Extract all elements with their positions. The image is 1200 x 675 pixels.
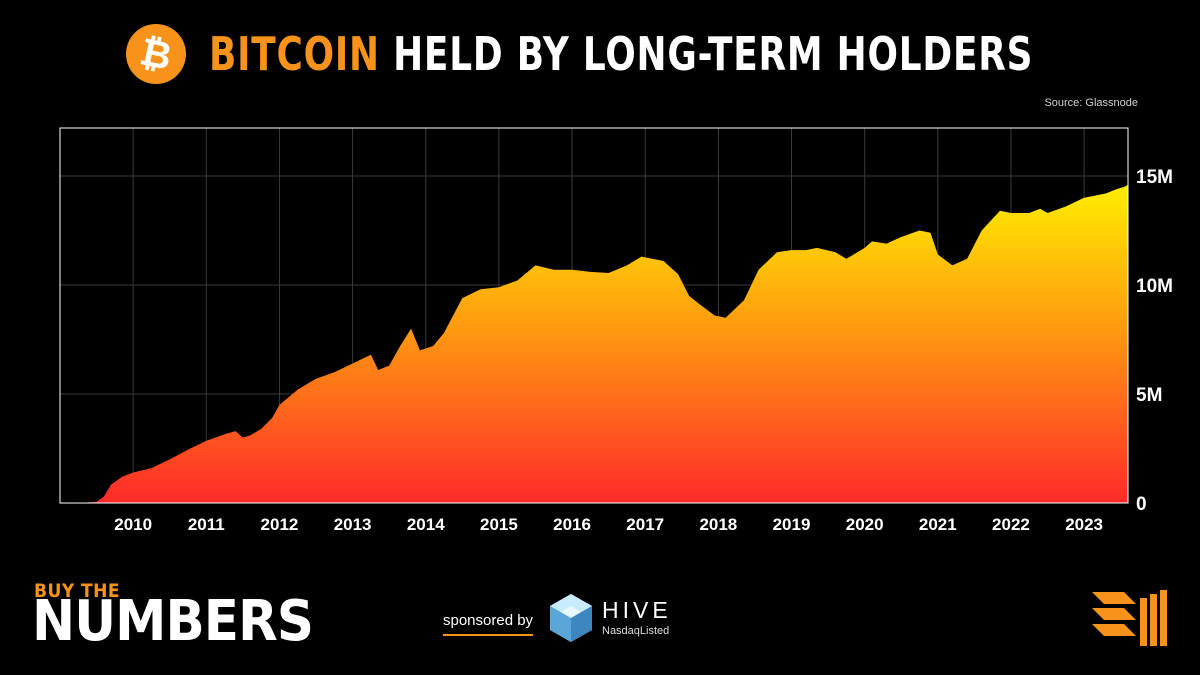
brand-small-text: BUY THE <box>34 580 121 602</box>
y-tick-label: 0 <box>1136 494 1147 515</box>
y-tick-label: 5M <box>1136 385 1162 406</box>
x-tick-label: 2020 <box>846 515 884 534</box>
y-axis-ticks: 0 5M 10M 15M <box>1136 167 1173 515</box>
x-tick-label: 2014 <box>407 515 445 534</box>
x-tick-label: 2023 <box>1065 515 1103 534</box>
sponsored-by-text: sponsored by <box>443 612 534 629</box>
x-tick-label: 2017 <box>626 515 664 534</box>
title-accent: BITCOIN <box>208 27 380 81</box>
area-chart: 2010 2011 2012 2013 2014 2015 2016 2017 2018 2019… <box>59 127 1173 534</box>
hive-name: HIVE <box>602 597 672 623</box>
chart-title: ₿ BITCOIN HELD BY LONG-TERM HOLDERS <box>0 22 1200 86</box>
title-rest: HELD BY LONG-TERM HOLDERS <box>392 27 1033 81</box>
title-text: BITCOIN HELD BY LONG-TERM HOLDERS <box>209 31 1033 77</box>
x-tick-label: 2011 <box>188 515 225 534</box>
x-axis-ticks: 2010 2011 2012 2013 2014 2015 2016 2017 2018 2019… <box>114 515 1103 534</box>
x-tick-label: 2015 <box>480 515 518 534</box>
y-tick-label: 15M <box>1136 167 1173 188</box>
hive-cube-icon <box>550 594 592 642</box>
x-tick-label: 2018 <box>699 515 737 534</box>
bitcoin-logo-icon: ₿ <box>125 24 186 84</box>
x-tick-label: 2022 <box>992 515 1030 534</box>
x-tick-label: 2012 <box>261 515 299 534</box>
buy-the-numbers-logo: BUY THE NUMBERS <box>32 580 432 650</box>
brand-big-text: NUMBERS <box>32 589 314 654</box>
x-tick-label: 2016 <box>553 515 591 534</box>
sponsored-underline <box>443 634 533 636</box>
y-tick-label: 10M <box>1136 276 1173 297</box>
plot-frame <box>59 127 1129 504</box>
area-series <box>60 184 1128 503</box>
x-tick-label: 2019 <box>773 515 811 534</box>
source-note: Source: Glassnode <box>1044 97 1138 109</box>
x-tick-label: 2021 <box>919 515 957 534</box>
hive-subtitle: NasdaqListed <box>602 625 670 637</box>
x-tick-label: 2013 <box>334 515 372 534</box>
brand-mark-icon <box>1092 590 1167 646</box>
x-tick-label: 2010 <box>114 515 152 534</box>
